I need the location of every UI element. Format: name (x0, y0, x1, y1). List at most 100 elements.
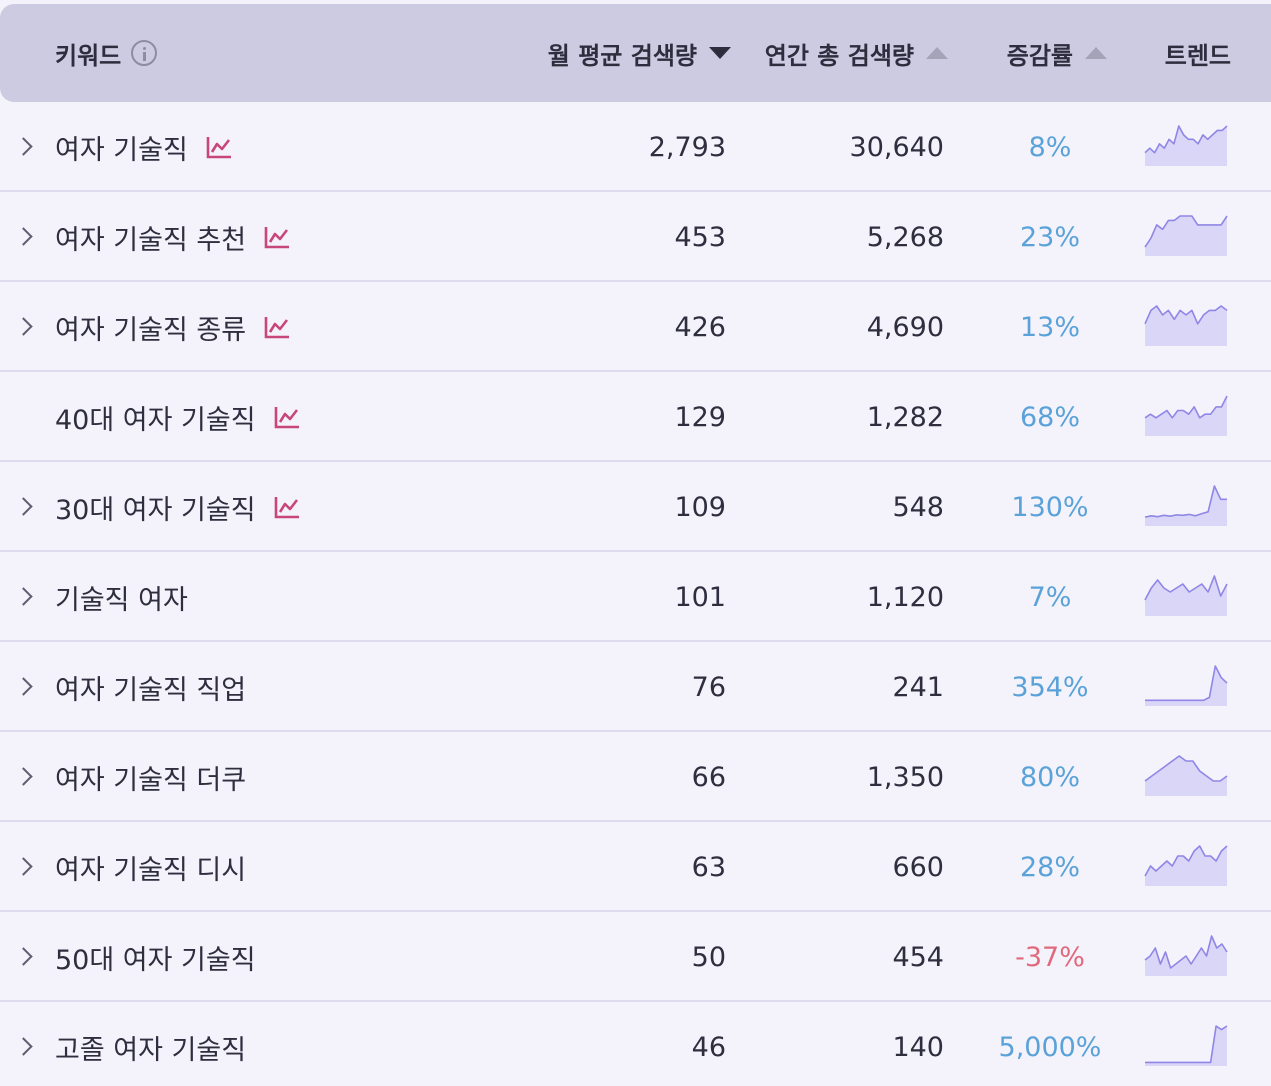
line-chart-icon[interactable] (274, 405, 300, 429)
chevron-right-icon[interactable] (15, 135, 37, 159)
keyword-text[interactable]: 기술직 여자 (55, 584, 188, 616)
growth-rate: 354% (1011, 671, 1089, 703)
sort-asc-icon (926, 47, 948, 59)
table-header: 키워드 월 평균 검색량 연간 총 검색량 증감률 트렌드 (0, 4, 1271, 102)
keyword-cell: 30대 여자 기술직 (55, 462, 300, 552)
table-row[interactable]: 여자 기술직 디시 63 660 28% (0, 822, 1271, 912)
growth-rate: 68% (1019, 401, 1080, 433)
table-row[interactable]: 여자 기술직 추천 453 5,268 23% (0, 192, 1271, 282)
annual-volume: 660 (892, 851, 944, 883)
line-chart-icon[interactable] (206, 135, 232, 159)
sparkline-line (1144, 215, 1228, 248)
growth-rate: 80% (1019, 761, 1080, 793)
chevron-right-icon[interactable] (15, 765, 37, 789)
trend-sparkline (1144, 215, 1228, 256)
keyword-text[interactable]: 여자 기술직 디시 (55, 854, 247, 886)
trend-sparkline (1144, 125, 1228, 166)
monthly-volume: 109 (674, 491, 726, 523)
sparkline-area (1145, 126, 1227, 166)
table-row[interactable]: 여자 기술직 직업 76 241 354% (0, 642, 1271, 732)
keyword-cell: 여자 기술직 (55, 102, 232, 192)
line-chart-icon[interactable] (274, 495, 300, 519)
monthly-volume: 50 (691, 941, 726, 973)
sparkline-line (1144, 485, 1227, 518)
growth-rate: 130% (1011, 491, 1089, 523)
trend-sparkline (1144, 935, 1228, 976)
header-monthly-label: 월 평균 검색량 (547, 41, 697, 70)
table-row[interactable]: 40대 여자 기술직 129 1,282 68% (0, 372, 1271, 462)
table-row[interactable]: 고졸 여자 기술직 46 140 5,000% (0, 1002, 1271, 1086)
annual-volume: 548 (892, 491, 944, 523)
header-annual-sort[interactable]: 연간 총 검색량 (765, 4, 948, 102)
annual-volume: 4,690 (866, 311, 944, 343)
annual-volume: 1,120 (866, 581, 944, 613)
monthly-volume: 101 (674, 581, 726, 613)
chevron-right-icon[interactable] (15, 495, 37, 519)
table-row[interactable]: 50대 여자 기술직 50 454 -37% (0, 912, 1271, 1002)
sparkline-area (1145, 756, 1227, 796)
table-row[interactable]: 여자 기술직 더쿠 66 1,350 80% (0, 732, 1271, 822)
line-chart-icon[interactable] (264, 315, 290, 339)
growth-rate: 28% (1019, 851, 1080, 883)
chevron-right-icon[interactable] (15, 1035, 37, 1059)
header-keyword: 키워드 (55, 4, 158, 102)
header-annual-label: 연간 총 검색량 (764, 41, 914, 70)
table-row[interactable]: 30대 여자 기술직 109 548 130% (0, 462, 1271, 552)
keyword-cell: 고졸 여자 기술직 (55, 1002, 246, 1086)
monthly-volume: 129 (674, 401, 726, 433)
annual-volume: 140 (892, 1031, 944, 1063)
annual-volume: 1,350 (866, 761, 944, 793)
sparkline-area (1145, 846, 1227, 886)
keyword-text[interactable]: 50대 여자 기술직 (55, 944, 256, 976)
table-row[interactable]: 여자 기술직 종류 426 4,690 13% (0, 282, 1271, 372)
keyword-cell: 여자 기술직 더쿠 (55, 732, 246, 822)
keyword-cell: 40대 여자 기술직 (55, 372, 300, 462)
chevron-right-icon[interactable] (15, 855, 37, 879)
header-monthly-sort[interactable]: 월 평균 검색량 (548, 4, 731, 102)
chevron-right-icon[interactable] (15, 585, 37, 609)
header-trend: 트렌드 (1165, 4, 1231, 102)
chevron-right-icon[interactable] (15, 315, 37, 339)
keyword-text[interactable]: 여자 기술직 (55, 134, 188, 166)
keyword-text[interactable]: 40대 여자 기술직 (55, 404, 256, 436)
trend-sparkline (1145, 665, 1228, 706)
sparkline-area (1145, 666, 1227, 706)
sparkline-line (1145, 665, 1228, 702)
chevron-right-icon[interactable] (15, 945, 37, 969)
table-row[interactable]: 기술직 여자 101 1,120 7% (0, 552, 1271, 642)
keyword-text[interactable]: 여자 기술직 직업 (55, 674, 247, 706)
sparkline-area (1145, 576, 1227, 616)
line-chart-icon[interactable] (264, 225, 290, 249)
header-growth-sort[interactable]: 증감률 (1007, 4, 1107, 102)
chevron-right-icon[interactable] (15, 675, 37, 699)
trend-sparkline (1144, 485, 1227, 526)
annual-volume: 5,268 (866, 221, 944, 253)
keyword-text[interactable]: 여자 기술직 더쿠 (55, 764, 247, 796)
header-trend-label: 트렌드 (1164, 41, 1231, 70)
table-row[interactable]: 여자 기술직 2,793 30,640 8% (0, 102, 1271, 192)
keyword-cell: 여자 기술직 디시 (55, 822, 246, 912)
keyword-text[interactable]: 고졸 여자 기술직 (55, 1034, 247, 1066)
keyword-text[interactable]: 여자 기술직 종류 (55, 314, 247, 346)
monthly-volume: 63 (691, 851, 726, 883)
growth-rate: 23% (1019, 221, 1080, 253)
info-icon[interactable] (131, 40, 158, 66)
keyword-text[interactable]: 여자 기술직 추천 (55, 224, 247, 256)
monthly-volume: 66 (691, 761, 726, 793)
sparkline-area (1145, 1026, 1227, 1066)
keyword-cell: 50대 여자 기술직 (55, 912, 256, 1002)
monthly-volume: 426 (674, 311, 726, 343)
keyword-text[interactable]: 30대 여자 기술직 (55, 494, 256, 526)
monthly-volume: 76 (691, 671, 726, 703)
annual-volume: 241 (892, 671, 944, 703)
sparkline-area (1145, 486, 1227, 526)
trend-sparkline (1144, 305, 1228, 346)
annual-volume: 30,640 (849, 131, 944, 163)
chevron-right-icon[interactable] (15, 225, 37, 249)
sparkline-line (1144, 575, 1228, 601)
sparkline-area (1145, 396, 1227, 436)
annual-volume: 1,282 (866, 401, 944, 433)
growth-rate: -37% (1015, 941, 1085, 973)
keyword-cell: 여자 기술직 직업 (55, 642, 246, 732)
sparkline-line (1144, 395, 1228, 419)
